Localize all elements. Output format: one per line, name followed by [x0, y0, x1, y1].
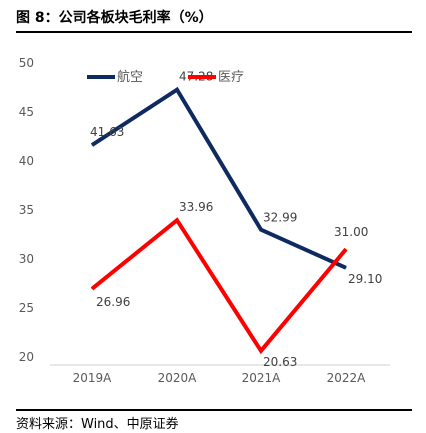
x-tick-label: 2019A: [73, 371, 113, 385]
data-point: [91, 288, 93, 290]
data-point: [176, 89, 178, 91]
data-point: [91, 144, 93, 146]
top-rule: [16, 31, 412, 33]
data-point: [176, 219, 178, 221]
x-tick-label: 2022A: [327, 371, 367, 385]
y-tick-label: 25: [19, 301, 34, 315]
legend: 航空 医疗: [87, 69, 244, 85]
x-tick-label: 2020A: [158, 371, 198, 385]
y-tick-label: 30: [19, 252, 34, 266]
y-tick-label: 20: [19, 350, 34, 364]
bottom-rule: [16, 409, 412, 411]
series-line: [90, 86, 347, 270]
data-label: 29.10: [348, 272, 382, 286]
data-point: [345, 248, 347, 250]
data-label: 33.96: [179, 200, 213, 214]
axes: 20 25 30 35 40 45 50 2019A 2020A 2021A 2022A: [19, 56, 390, 385]
data-label: 32.99: [263, 211, 297, 225]
data-point: [260, 229, 262, 231]
line-chart: 20 25 30 35 40 45 50 2019A 2020A 2021A 2022A 41.63…: [19, 56, 390, 385]
y-tick-label: 40: [19, 154, 34, 168]
y-tick-label: 50: [19, 56, 34, 70]
data-label: 26.96: [96, 295, 130, 309]
y-tick-label: 45: [19, 105, 34, 119]
data-point: [260, 350, 262, 352]
series-line: [90, 217, 348, 355]
legend-label: 医疗: [218, 70, 244, 85]
data-label: 20.63: [263, 355, 297, 369]
source-note: 资料来源：Wind、中原证券: [16, 417, 179, 432]
data-label: 31.00: [334, 225, 368, 239]
data-point: [345, 267, 347, 269]
y-tick-label: 35: [19, 203, 34, 217]
data-label: 41.63: [90, 125, 124, 139]
series-layer: [90, 86, 348, 355]
figure-title: 图 8：公司各板块毛利率（%）: [16, 10, 213, 26]
legend-label: 航空: [117, 69, 143, 85]
x-tick-label: 2021A: [242, 371, 282, 385]
